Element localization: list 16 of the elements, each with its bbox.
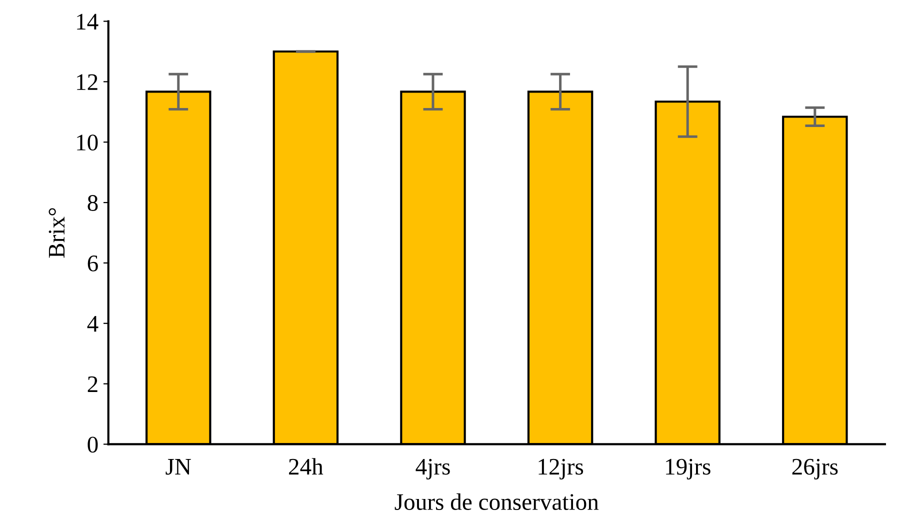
x-axis-title: Jours de conservation [394,493,599,510]
y-tick-label: 2 [88,376,98,392]
x-tick-label: 4jrs [416,458,450,480]
y-tick-label: 6 [88,256,98,272]
y-tick-label: 10 [77,134,98,151]
y-tick-label: 14 [77,14,98,30]
x-tick-label: 12jrs [538,458,584,480]
x-tick-label: 24h [289,458,324,474]
y-tick-label: 4 [87,316,98,332]
x-tick-label: 26jrs [792,458,838,480]
y-tick-label: 0 [88,436,98,453]
y-tick-label: 12 [77,74,98,90]
y-tick-label: 8 [88,195,98,211]
x-tick-label: JN [166,459,191,475]
y-axis-title: Brix° [48,208,65,258]
x-tick-label: 19jrs [666,458,710,480]
